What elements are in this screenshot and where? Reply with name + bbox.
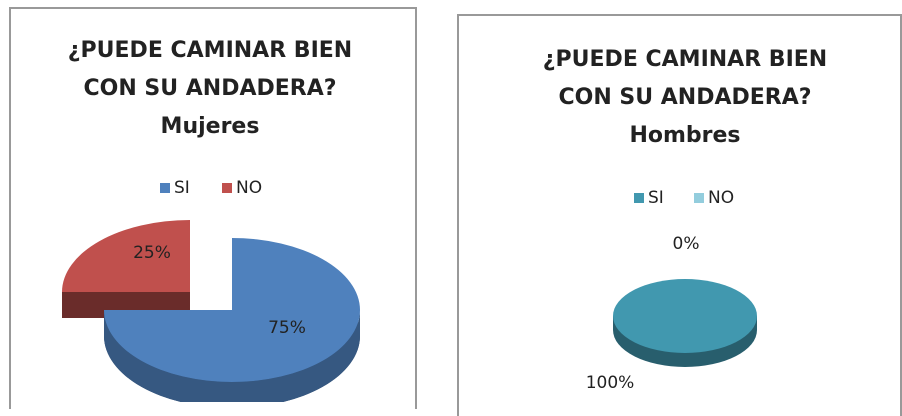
pie-slice <box>104 238 360 382</box>
screen: ¿PUEDE CAMINAR BIEN CON SU ANDADERA? Muj… <box>9 7 902 416</box>
legend-label: NO <box>708 188 734 208</box>
chart-title: ¿PUEDE CAMINAR BIEN CON SU ANDADERA? Muj… <box>67 38 353 139</box>
legend-label: SI <box>648 188 664 208</box>
legend-swatch <box>694 193 704 203</box>
legend-swatch <box>160 183 170 193</box>
charts: SI NO 75% 25% SI NO 100% 0% <box>62 178 757 402</box>
legend-swatch <box>222 183 232 193</box>
data-label: 25% <box>133 243 171 263</box>
legend-label: NO <box>236 178 262 198</box>
data-label: 100% <box>586 373 635 393</box>
pie-slice <box>613 279 757 353</box>
legend-swatch <box>634 193 644 203</box>
pie-slice <box>62 220 190 292</box>
chart-title: ¿PUEDE CAMINAR BIEN CON SU ANDADERA? Hom… <box>542 47 828 148</box>
data-label: 0% <box>673 234 700 254</box>
legend-label: SI <box>174 178 190 198</box>
pie-side <box>104 310 360 402</box>
data-label: 75% <box>268 318 306 338</box>
